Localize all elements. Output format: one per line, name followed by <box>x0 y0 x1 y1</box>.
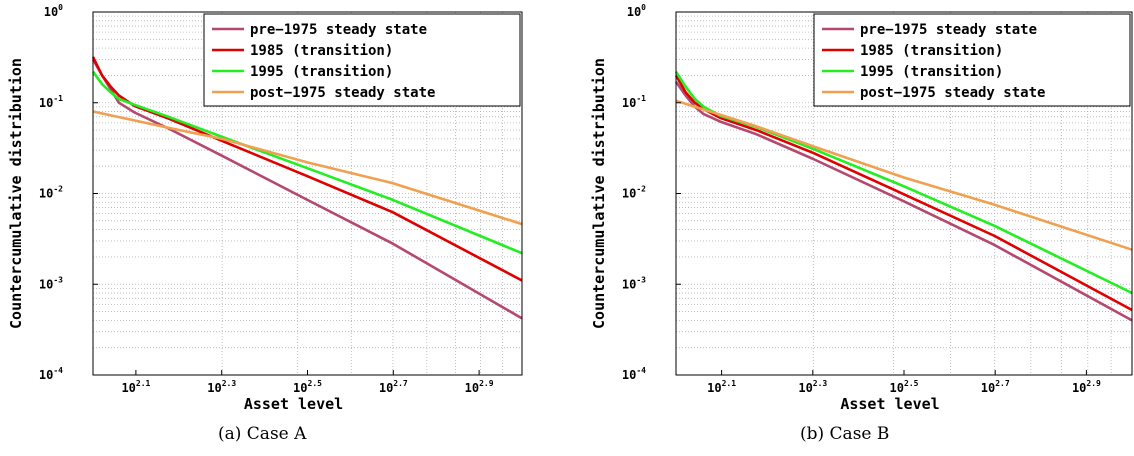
legend-label: post−1975 steady state <box>250 85 435 101</box>
caption-a: (a) Case A <box>218 424 307 444</box>
series-line-3 <box>92 110 523 226</box>
legend: pre−1975 steady state 1985 (transition) 19… <box>813 13 1131 107</box>
legend-label: pre−1975 steady state <box>860 22 1037 38</box>
x-tick-label: 102.3 <box>207 379 236 395</box>
chart-panel-b: 102.1 102.3 102.5 102.7 102.9 10-4 10-3 10-2 10-… <box>590 3 1133 413</box>
series-line-1 <box>91 56 523 282</box>
series-line-3 <box>675 99 1133 251</box>
x-tick-label: 102.5 <box>890 379 919 395</box>
legend-label: 1985 (transition) <box>250 43 393 59</box>
legend-label: pre−1975 steady state <box>250 22 427 38</box>
x-tick-label: 102.1 <box>707 379 736 395</box>
x-tick-label: 102.3 <box>798 379 827 395</box>
series-line-0 <box>674 81 1133 322</box>
series-line-2 <box>91 70 523 255</box>
y-tick-label: 100 <box>627 3 646 19</box>
y-tick-label: 10-1 <box>622 94 646 110</box>
legend: pre−1975 steady state 1985 (transition) 19… <box>203 13 521 107</box>
legend-label: post−1975 steady state <box>860 85 1045 101</box>
y-tick-label: 10-1 <box>39 94 63 110</box>
x-tick-label: 102.5 <box>293 379 322 395</box>
x-tick-label: 102.7 <box>379 379 408 395</box>
legend-label: 1985 (transition) <box>860 43 1003 59</box>
series-line-1 <box>674 74 1133 312</box>
y-tick-label: 10-4 <box>622 366 646 382</box>
y-tick-label: 100 <box>44 3 63 19</box>
x-axis-label: Asset level <box>244 395 343 413</box>
figure: 102.1 102.3 102.5 102.7 102.9 10-4 10-3 10-2 10-… <box>7 3 1133 413</box>
legend-label: 1995 (transition) <box>250 64 393 80</box>
y-axis-label: Countercumulative distribution <box>590 58 608 329</box>
x-tick-label: 102.7 <box>981 379 1010 395</box>
y-axis-label: Countercumulative distribution <box>7 58 25 329</box>
legend-box <box>203 13 521 107</box>
chart-panel-a: 102.1 102.3 102.5 102.7 102.9 10-4 10-3 10-2 10-… <box>7 3 523 413</box>
y-tick-label: 10-3 <box>39 275 63 291</box>
x-tick-label: 102.1 <box>121 379 150 395</box>
y-tick-label: 10-3 <box>622 275 646 291</box>
legend-box <box>813 13 1131 107</box>
y-tick-label: 10-2 <box>39 185 63 201</box>
y-tick-label: 10-4 <box>39 366 63 382</box>
x-axis-label: Asset level <box>840 395 939 413</box>
y-tick-label: 10-2 <box>622 185 646 201</box>
legend-label: 1995 (transition) <box>860 64 1003 80</box>
x-tick-label: 102.9 <box>465 379 494 395</box>
x-tick-label: 102.9 <box>1072 379 1101 395</box>
caption-b: (b) Case B <box>800 424 890 444</box>
